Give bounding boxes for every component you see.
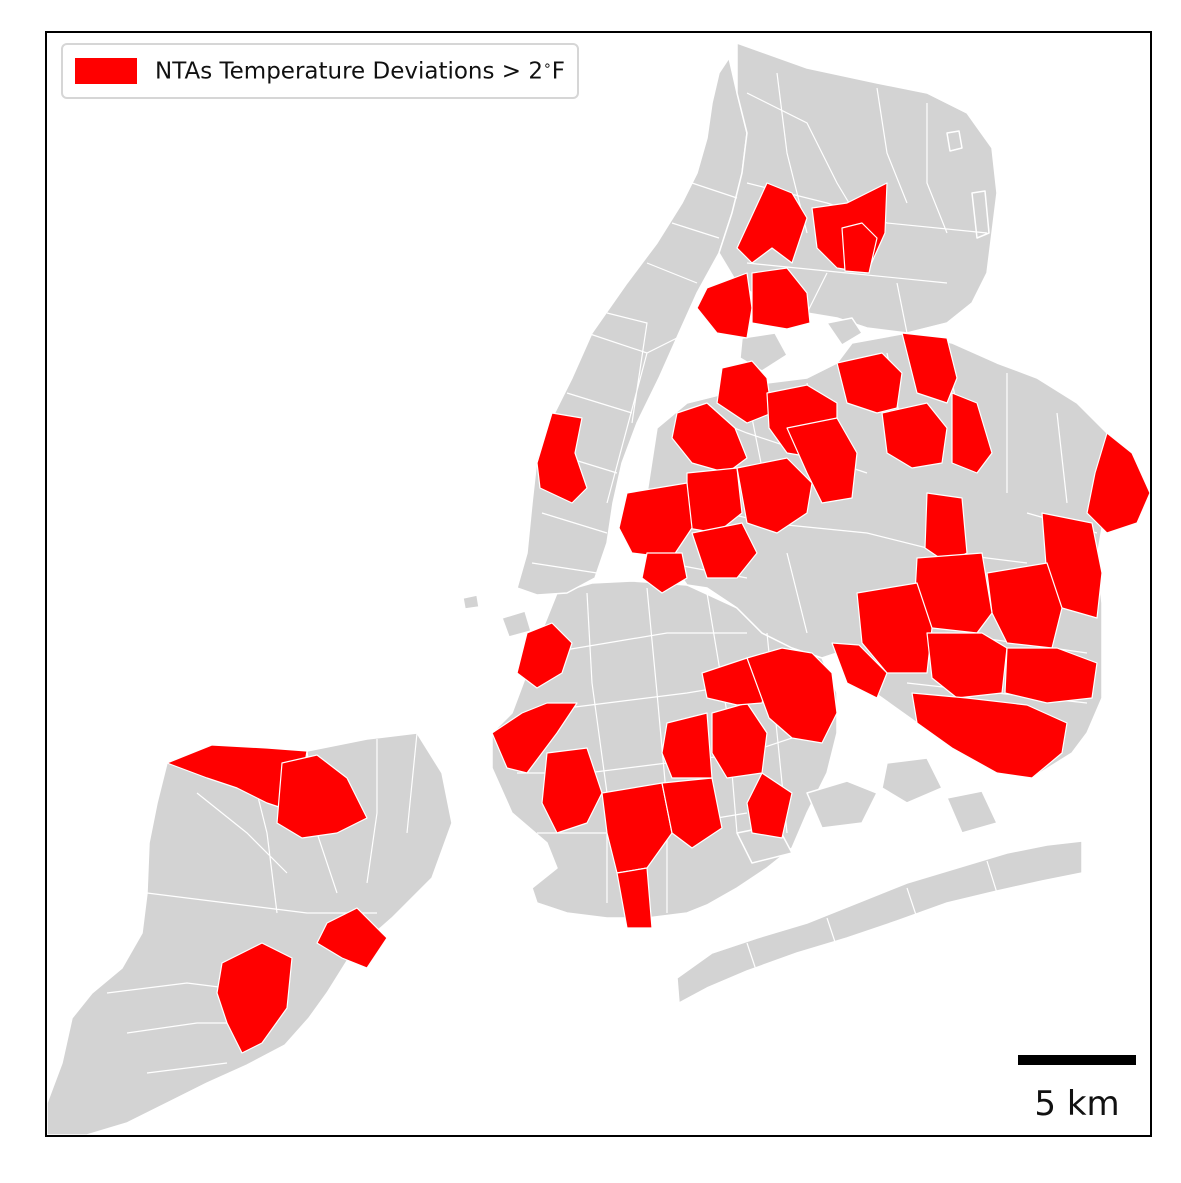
highlighted-nta	[276, 754, 368, 839]
highlighted-nta	[671, 402, 748, 474]
highlighted-nta	[736, 457, 813, 534]
highlighted-ntas-layer	[166, 182, 1150, 1054]
highlighted-nta	[1004, 647, 1098, 704]
jamaica-bay-island	[806, 780, 878, 829]
highlighted-nta	[926, 632, 1008, 699]
highlighted-nta	[661, 777, 723, 849]
small-island	[946, 130, 963, 152]
highlighted-nta	[951, 392, 993, 474]
highlighted-nta	[696, 272, 753, 339]
highlighted-nta	[751, 267, 811, 330]
highlighted-nta	[541, 747, 603, 834]
highlighted-nta	[1086, 432, 1150, 534]
highlighted-nta	[841, 222, 878, 274]
map-frame: NTAs Temperature Deviations > 2∘F 5 km	[45, 31, 1152, 1137]
highlighted-nta	[881, 402, 948, 469]
legend-label: NTAs Temperature Deviations > 2∘F	[155, 58, 565, 85]
highlighted-nta	[924, 492, 968, 564]
highlighted-nta	[746, 647, 838, 744]
legend-swatch	[75, 58, 137, 84]
legend-degree-symbol: ∘	[543, 57, 552, 74]
liberty-island	[462, 594, 480, 610]
legend-label-unit: F	[551, 58, 566, 85]
highlighted-nta	[516, 622, 573, 689]
highlighted-nta	[216, 942, 293, 1054]
highlighted-nta	[316, 907, 388, 969]
legend-label-prefix: NTAs Temperature Deviations > 2	[155, 58, 544, 85]
rockaway-peninsula	[676, 840, 1083, 1004]
highlighted-nta	[691, 522, 758, 579]
jamaica-bay-island	[946, 790, 998, 834]
jamaica-bay-island	[881, 757, 943, 804]
borough-staten-island	[47, 732, 453, 1135]
highlighted-nta	[736, 182, 808, 264]
highlighted-nta	[641, 552, 688, 594]
highlighted-nta	[856, 582, 933, 674]
highlighted-nta	[911, 692, 1068, 779]
highlighted-nta	[786, 417, 858, 504]
highlighted-nta	[746, 772, 793, 839]
highlighted-nta	[536, 412, 588, 504]
scale-bar: 5 km	[1018, 1055, 1136, 1121]
highlighted-nta	[831, 642, 888, 699]
highlighted-nta	[616, 867, 653, 929]
highlighted-nta	[901, 332, 958, 404]
scale-bar-label: 5 km	[1034, 1084, 1120, 1124]
highlighted-nta	[661, 712, 713, 779]
rikers-island	[826, 317, 863, 346]
legend: NTAs Temperature Deviations > 2∘F	[61, 43, 580, 99]
highlighted-nta	[491, 702, 578, 774]
nyc-nta-map	[47, 42, 1150, 1135]
highlighted-nta	[836, 352, 903, 414]
city-island	[971, 190, 990, 239]
scale-bar-line	[1018, 1055, 1136, 1065]
